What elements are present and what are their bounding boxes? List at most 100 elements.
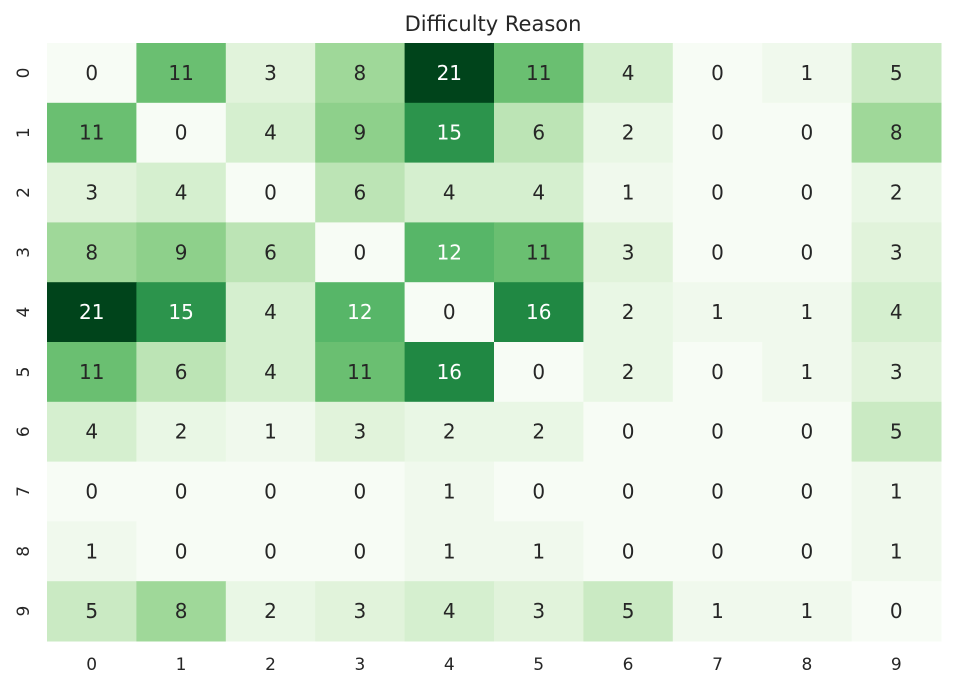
heatmap-value-r2-c7: 0: [711, 181, 724, 205]
heatmap-cell-r3-c0: [47, 222, 137, 283]
heatmap-value-r0-c7: 0: [711, 61, 724, 85]
heatmap-cell-r4-c7: [672, 282, 763, 343]
y-tick-label-9: 9: [14, 606, 34, 617]
heatmap-cell-r5-c8: [762, 342, 853, 403]
heatmap-value-r9-c3: 3: [354, 599, 367, 623]
heatmap-value-r4-c6: 2: [622, 300, 635, 324]
heatmap-cell-r3-c8: [762, 222, 853, 283]
heatmap-cells: 0 11 3 8 21 11 4 0 1 511 0 4 9 15 6 2 0 0 83 4 0 6 4 4 1 0 0 28 9 6 0 1…: [47, 43, 942, 642]
heatmap-value-r7-c7: 0: [711, 480, 724, 504]
heatmap-value-r2-c8: 0: [801, 181, 814, 205]
heatmap-value-r6-c0: 4: [85, 420, 98, 444]
heatmap-cell-r6-c6: [583, 401, 674, 463]
heatmap-cell-r2-c2: [225, 162, 316, 223]
heatmap-cell-r3-c4: [404, 222, 495, 283]
heatmap-value-r9-c7: 1: [711, 599, 724, 623]
heatmap-cell-r1-c2: [225, 102, 316, 164]
heatmap-cell-r2-c4: [404, 162, 495, 223]
heatmap-cell-r9-c2: [225, 581, 316, 642]
heatmap-cell-r2-c8: [762, 162, 853, 223]
y-tick-label-1: 1: [14, 127, 34, 138]
heatmap-value-r1-c3: 9: [354, 121, 367, 145]
heatmap-cell-r5-c2: [225, 342, 316, 403]
heatmap-value-r2-c3: 6: [354, 181, 367, 205]
x-tick-label-2: 2: [265, 655, 276, 675]
heatmap-value-r9-c8: 1: [801, 599, 814, 623]
heatmap-value-r1-c8: 0: [801, 121, 814, 145]
heatmap-cell-r6-c3: [315, 401, 406, 463]
heatmap-value-r0-c0: 0: [85, 61, 98, 85]
heatmap-value-r1-c6: 2: [622, 121, 635, 145]
heatmap-cell-r3-c9: [851, 222, 942, 283]
x-tick-label-8: 8: [801, 655, 812, 675]
heatmap-value-r3-c7: 0: [711, 240, 724, 264]
heatmap-cell-r6-c0: [47, 401, 137, 463]
y-tick-label-7: 7: [14, 486, 34, 497]
heatmap-value-r5-c7: 0: [711, 360, 724, 384]
heatmap-value-r8-c8: 0: [801, 539, 814, 563]
heatmap-value-r3-c5: 11: [526, 240, 551, 264]
heatmap-value-r1-c1: 0: [175, 121, 188, 145]
heatmap-value-r4-c5: 16: [526, 300, 551, 324]
heatmap-cell-r0-c1: [136, 43, 227, 104]
heatmap-value-r4-c9: 4: [890, 300, 903, 324]
heatmap-value-r4-c4: 0: [443, 300, 456, 324]
heatmap-value-r3-c9: 3: [890, 240, 903, 264]
heatmap-value-r7-c1: 0: [175, 480, 188, 504]
heatmap-cell-r5-c1: [136, 342, 227, 403]
x-tick-label-6: 6: [623, 655, 634, 675]
heatmap-value-r8-c6: 0: [622, 539, 635, 563]
x-tick-label-9: 9: [891, 655, 902, 675]
heatmap-cell-r7-c6: [583, 461, 674, 522]
heatmap-cell-r9-c4: [404, 581, 495, 642]
heatmap-value-r4-c7: 1: [711, 300, 724, 324]
heatmap-value-r5-c9: 3: [890, 360, 903, 384]
heatmap-cell-r1-c5: [494, 102, 584, 164]
heatmap-value-r5-c2: 4: [264, 360, 277, 384]
heatmap-cell-r5-c3: [315, 342, 406, 403]
heatmap-value-r0-c8: 1: [801, 61, 814, 85]
heatmap-cell-r1-c6: [583, 102, 674, 164]
heatmap-value-r8-c1: 0: [175, 539, 188, 563]
heatmap-value-r3-c8: 0: [801, 240, 814, 264]
heatmap-cell-r3-c2: [225, 222, 316, 283]
heatmap-cell-r7-c5: [494, 461, 584, 522]
heatmap-cell-r9-c1: [136, 581, 227, 642]
heatmap-value-r1-c4: 15: [437, 121, 462, 145]
heatmap-value-r4-c2: 4: [264, 300, 277, 324]
heatmap-cell-r4-c5: [494, 282, 584, 343]
heatmap-value-r9-c1: 8: [175, 599, 188, 623]
heatmap-cell-r5-c7: [672, 342, 763, 403]
heatmap-value-r3-c6: 3: [622, 240, 635, 264]
y-axis-ticks: 0 1 2 3 4 5 6 7 8 9: [14, 67, 34, 616]
heatmap-value-r9-c5: 3: [532, 599, 545, 623]
heatmap-cell-r2-c3: [315, 162, 406, 223]
heatmap-value-r5-c8: 1: [801, 360, 814, 384]
heatmap-value-r0-c4: 21: [437, 61, 462, 85]
heatmap-cell-r2-c1: [136, 162, 227, 223]
heatmap-value-r6-c5: 2: [532, 420, 545, 444]
heatmap-cell-r7-c3: [315, 461, 406, 522]
heatmap-value-r9-c0: 5: [85, 599, 98, 623]
heatmap-cell-r5-c4: [404, 342, 495, 403]
heatmap-cell-r6-c1: [136, 401, 227, 463]
heatmap-value-r8-c7: 0: [711, 539, 724, 563]
heatmap-value-r7-c5: 0: [532, 480, 545, 504]
heatmap-cell-r4-c6: [583, 282, 674, 343]
heatmap-cell-r8-c0: [47, 521, 137, 582]
heatmap-value-r8-c0: 1: [85, 539, 98, 563]
heatmap-value-r1-c2: 4: [264, 121, 277, 145]
heatmap-value-r6-c3: 3: [354, 420, 367, 444]
heatmap-value-r0-c9: 5: [890, 61, 903, 85]
heatmap-value-r9-c9: 0: [890, 599, 903, 623]
heatmap-value-r5-c0: 11: [79, 360, 104, 384]
heatmap-value-r0-c5: 11: [526, 61, 551, 85]
heatmap-cell-r9-c0: [47, 581, 137, 642]
heatmap-value-r5-c4: 16: [437, 360, 462, 384]
x-tick-label-7: 7: [712, 655, 723, 675]
heatmap-cell-r0-c7: [672, 43, 763, 104]
heatmap-value-r7-c4: 1: [443, 480, 456, 504]
heatmap-cell-r9-c3: [315, 581, 406, 642]
heatmap-cell-r2-c6: [583, 162, 674, 223]
heatmap-cell-r7-c1: [136, 461, 227, 522]
